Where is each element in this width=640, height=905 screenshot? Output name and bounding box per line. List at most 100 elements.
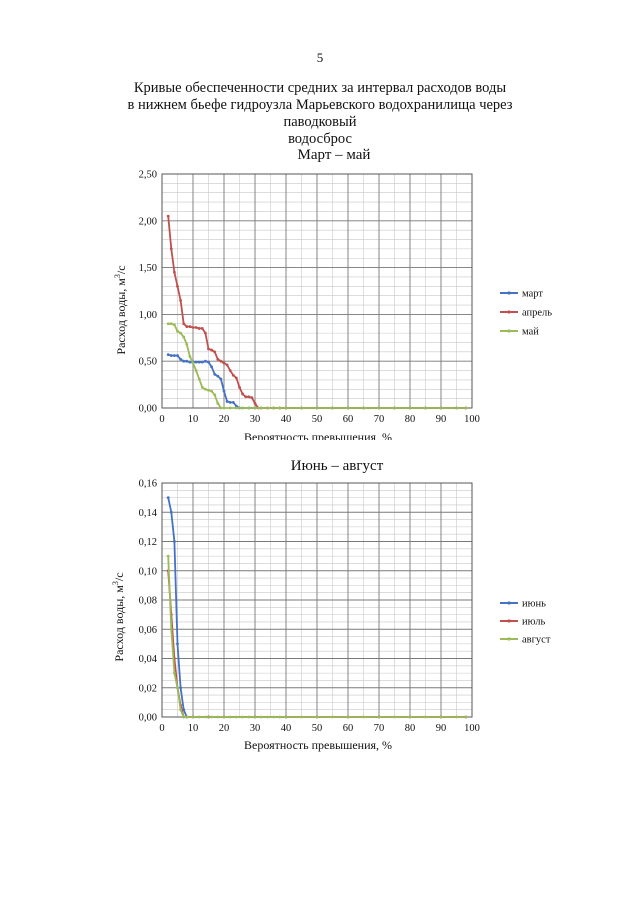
- data-point: [219, 406, 223, 410]
- data-point: [197, 715, 201, 719]
- data-point: [228, 369, 232, 372]
- page-number: 5: [316, 50, 324, 65]
- data-point: [213, 393, 217, 397]
- data-point: [300, 406, 303, 410]
- title-line-1: Кривые обеспеченности средних за интерва…: [133, 80, 507, 96]
- data-point: [185, 325, 189, 328]
- data-point: [166, 353, 170, 357]
- data-point: [182, 335, 186, 339]
- x-tick-label: 40: [281, 723, 292, 734]
- x-axis-label: Вероятность превышения, %: [244, 738, 392, 752]
- data-point: [182, 708, 186, 712]
- data-point: [166, 496, 170, 500]
- data-point: [213, 350, 217, 354]
- data-point: [464, 406, 468, 410]
- legend-label: март: [522, 289, 543, 300]
- chart-legend: июнь июль август: [500, 599, 551, 646]
- x-tick-label: 0: [159, 723, 164, 734]
- x-tick-label: 60: [343, 414, 354, 425]
- data-point: [185, 359, 189, 363]
- data-point: [207, 347, 210, 351]
- y-tick-label: 0,50: [139, 357, 157, 368]
- data-point: [176, 284, 179, 288]
- data-point: [424, 406, 427, 410]
- data-point: [173, 270, 176, 274]
- data-point: [266, 715, 269, 719]
- data-point: [188, 355, 192, 358]
- data-point: [408, 406, 412, 410]
- data-point: [204, 387, 207, 391]
- data-point: [362, 715, 365, 719]
- data-point: [210, 348, 214, 352]
- data-point: [207, 388, 210, 392]
- title-line-3: водосброс: [288, 131, 352, 147]
- data-point: [179, 686, 183, 690]
- data-point: [278, 406, 282, 410]
- data-point: [455, 715, 458, 719]
- data-point: [169, 247, 173, 251]
- chart-legend: март апрель май: [500, 289, 552, 338]
- y-axis-label-sup: 3: [111, 581, 120, 585]
- data-point: [185, 715, 189, 719]
- y-axis-label-tail: /с: [112, 572, 126, 581]
- legend-marker: [507, 310, 511, 314]
- data-point: [191, 361, 195, 365]
- title-line-2: в нижнем бьефе гидроузла Марьевского вод…: [127, 97, 513, 130]
- data-point: [204, 715, 207, 719]
- legend-label: июнь: [522, 599, 546, 610]
- y-axis-label-sup: 3: [113, 274, 122, 278]
- data-point: [300, 715, 303, 719]
- data-point: [315, 406, 319, 410]
- data-point: [210, 715, 214, 719]
- x-tick-label: 40: [281, 414, 292, 425]
- data-point: [210, 365, 214, 369]
- y-tick-label: 0,06: [139, 625, 157, 636]
- data-point: [250, 396, 254, 400]
- y-tick-label: 0,12: [139, 537, 157, 548]
- y-tick-label: 0,02: [139, 683, 157, 694]
- x-tick-label: 60: [343, 723, 354, 734]
- data-point: [253, 406, 257, 410]
- data-point: [228, 400, 232, 404]
- x-tick-label: 0: [159, 414, 164, 425]
- data-point: [253, 401, 257, 405]
- chart-title: Март – май: [298, 147, 371, 163]
- data-point: [231, 373, 235, 377]
- data-point: [219, 377, 223, 381]
- legend-label: июль: [522, 617, 545, 628]
- data-point: [393, 406, 396, 410]
- x-tick-label: 30: [250, 723, 261, 734]
- y-axis-label: Расход воды, м3/с: [113, 265, 128, 354]
- data-point: [194, 326, 198, 329]
- data-point: [204, 359, 207, 363]
- y-axis-label-tail: /с: [114, 265, 128, 274]
- data-point: [439, 715, 443, 719]
- data-point: [377, 715, 381, 719]
- data-point: [200, 386, 204, 389]
- data-point: [197, 327, 201, 330]
- data-point: [185, 342, 189, 346]
- data-point: [176, 686, 179, 690]
- data-point: [315, 715, 319, 719]
- legend-marker: [507, 329, 511, 333]
- x-tick-label: 90: [436, 723, 447, 734]
- data-point: [346, 715, 350, 719]
- data-point: [284, 715, 288, 719]
- data-point: [225, 400, 229, 403]
- y-axis-label-main: Расход воды, м: [112, 585, 126, 662]
- y-axis-label-main: Расход воды, м: [114, 278, 128, 355]
- data-point: [244, 395, 248, 399]
- y-tick-label: 0,00: [139, 404, 157, 415]
- chart-series: [166, 214, 468, 410]
- data-point: [284, 406, 288, 410]
- x-tick-label: 100: [464, 414, 480, 425]
- y-tick-label: 0,10: [139, 566, 157, 577]
- y-tick-label: 0,04: [139, 654, 158, 665]
- chart-june-august: Июнь – август 0 10 20 30 40 50 60 70 80 90 100 0,00…: [111, 458, 551, 752]
- data-point: [464, 715, 468, 719]
- data-point: [235, 406, 238, 410]
- data-point: [216, 357, 220, 361]
- data-point: [241, 406, 245, 410]
- x-tick-label: 80: [405, 414, 416, 425]
- data-point: [235, 715, 238, 719]
